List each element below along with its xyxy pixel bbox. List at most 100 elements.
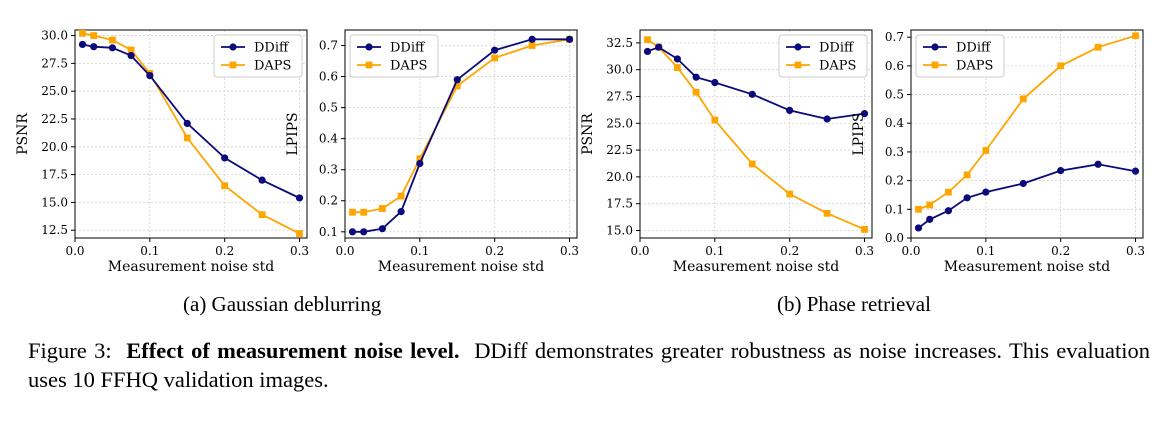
chart3-series-daps-point [692, 88, 700, 96]
chart2-x-tick-label: 0.0 [335, 244, 354, 258]
chart1-legend-daps-marker [229, 61, 237, 69]
chart4-series-daps-point [963, 171, 971, 179]
chart2-series-ddiff-point [565, 35, 574, 43]
chart1-plot-frame [74, 29, 308, 239]
chart2-series-ddiff-point [528, 35, 536, 43]
chart3-x-tick-label: 0.0 [630, 244, 649, 258]
chart2-legend-ddiff-label: DDiff [390, 41, 426, 56]
chart2-y-tick-label: 0.6 [319, 70, 338, 84]
chart2-y-tick-label: 0.7 [319, 39, 338, 53]
chart4-series-ddiff-point [982, 188, 990, 196]
chart1-series-daps-point [90, 32, 98, 39]
chart2-x-tick-label: 0.2 [485, 244, 504, 258]
chart3-series-daps-point [861, 226, 868, 233]
chart4-series-daps-point [982, 147, 990, 154]
chart3-series-daps-point [674, 64, 681, 71]
chart4-series-ddiff-point [926, 215, 934, 223]
chart1-legend-daps-label: DAPS [254, 59, 291, 74]
chart2-y-axis-label: LPIPS [285, 112, 301, 155]
chart4-legend-ddiff-marker [931, 43, 939, 51]
chart3-legend-daps-label: DAPS [819, 59, 856, 74]
chart1-x-tick-label: 0.3 [290, 244, 309, 258]
chart3-series-ddiff-point [655, 43, 663, 51]
chart1-y-tick-label: 15.0 [41, 195, 68, 209]
chart3-series-daps-point [644, 36, 651, 44]
chart1-legend-ddiff-marker [229, 43, 237, 51]
chart3-series-ddiff-point [711, 78, 719, 87]
chart2-series-daps-point [360, 208, 368, 216]
chart1-y-tick-label: 12.5 [41, 223, 68, 237]
chart4-y-tick-label: 0.0 [885, 231, 904, 245]
subcaption-b: (b) Phase retrieval [777, 292, 931, 316]
chart1-series-daps-point [127, 46, 135, 54]
chart2-y-tick-label: 0.5 [319, 101, 338, 115]
chart4-x-tick-label: 0.1 [976, 244, 995, 258]
chart4-series-ddiff-line [917, 163, 1136, 229]
chart2-legend-daps-label: DAPS [390, 59, 427, 74]
caption-bold: Effect of measurement noise level. [126, 338, 460, 363]
chart2-y-tick-label: 0.3 [319, 163, 338, 177]
chart1-y-tick-label: 22.5 [41, 112, 68, 126]
chart2-series-daps-point [453, 82, 461, 90]
chart3-y-tick-label: 32.5 [606, 36, 633, 50]
chart2-series-daps-point [416, 155, 424, 163]
caption-text: DDiff demonstrates greater robustness as… [28, 338, 1151, 392]
chart1-series-ddiff-point [258, 176, 266, 184]
chart2-series-ddiff-point [491, 46, 499, 54]
chart3-x-tick-label: 0.2 [780, 244, 799, 258]
figure-charts: 0.0 0.1 0.2 0.3 12.5 15.0 17.5 20.0 22.5 25.0 27.5… [15, 29, 1145, 275]
chart2-y-tick-label: 0.4 [319, 132, 338, 146]
chart3-y-tick-label: 15.0 [606, 223, 633, 237]
chart4-x-axis-label: Measurement noise std [944, 259, 1110, 275]
chart4-series-daps-point [1132, 32, 1139, 40]
chart2-series-daps-point [379, 205, 386, 212]
chart2-y-tick-label: 0.2 [319, 194, 338, 208]
chart2-series-ddiff-point [378, 225, 387, 233]
chart3-x-tick-label: 0.1 [705, 244, 724, 258]
chart3-series-ddiff-point [692, 73, 700, 81]
chart2-series-daps-point [349, 208, 356, 216]
chart3-plot-frame [639, 29, 873, 239]
chart1-series-ddiff-point [78, 40, 87, 49]
chart3-x-axis-label: Measurement noise std [673, 259, 839, 275]
subcaption-a: (a) Gaussian deblurring [183, 292, 382, 316]
chart1-y-tick-label: 25.0 [41, 84, 68, 98]
caption-prefix: Figure 3: [28, 338, 112, 363]
chart4-y-tick-label: 0.5 [885, 88, 904, 102]
chart1-y-tick-label: 30.0 [41, 29, 68, 43]
chart4-x-tick-label: 0.3 [1126, 244, 1145, 258]
chart3-legend-ddiff-marker [794, 43, 802, 51]
chart1-series-daps-point [258, 211, 266, 219]
chart2-series-daps-point [491, 54, 499, 62]
chart4-series-ddiff-point [1094, 160, 1102, 168]
chart2-legend-daps-marker [365, 61, 373, 69]
chart4-series-ddiff-point [944, 207, 953, 215]
figure-caption: Figure 3: Effect of measurement noise le… [28, 336, 1150, 394]
chart1-y-axis-label: PSNR [15, 113, 31, 155]
chart4-series-daps-point [1057, 62, 1065, 70]
chart2-series-ddiff-point [360, 228, 368, 236]
chart3-x-tick-label: 0.3 [855, 244, 874, 258]
chart4-series-daps-point [915, 205, 922, 213]
chart3-series-ddiff-point [748, 90, 756, 98]
chart1-series-ddiff-point [183, 119, 191, 128]
chart1-series-ddiff-point [221, 154, 229, 162]
chart1-series-ddiff-point [295, 194, 304, 202]
chart1-series-daps-point [109, 36, 116, 44]
chart2-series-ddiff-point [453, 76, 461, 84]
chart4-series-daps-point [1094, 43, 1102, 51]
chart4-series-daps-point [945, 188, 952, 196]
chart3-series-daps-point [748, 160, 756, 168]
chart1-y-tick-label: 17.5 [41, 168, 68, 182]
chart1-series-ddiff-point [127, 51, 135, 60]
chart3-series-ddiff-point [673, 55, 682, 63]
chart4-series-ddiff-point [963, 194, 971, 202]
chart3-y-tick-label: 22.5 [606, 143, 633, 157]
chart4-y-tick-label: 0.6 [885, 59, 904, 73]
chart4-y-tick-label: 0.7 [885, 30, 904, 44]
chart1-series-daps-point [221, 182, 229, 190]
chart1-series-ddiff-point [108, 44, 117, 52]
chart2-plot-frame [344, 29, 578, 239]
chart4-series-daps-point [926, 201, 934, 209]
chart3-series-daps-point [823, 209, 831, 217]
